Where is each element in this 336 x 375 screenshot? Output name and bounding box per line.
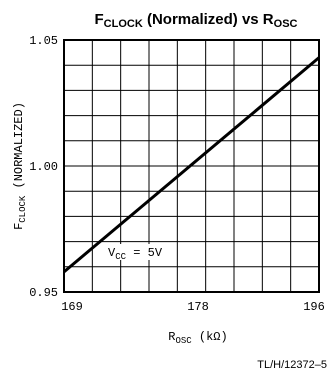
x-tick-label-mid: 178	[187, 300, 209, 314]
chart-title: FCLOCK (Normalized) vs ROSC	[95, 11, 298, 30]
x-axis-label: ROSC (kΩ)	[168, 330, 227, 346]
vcc-annotation: VCC = 5V	[108, 246, 163, 262]
annotation-background	[104, 244, 162, 260]
x-tick-label-left: 169	[61, 300, 83, 314]
y-tick-label-mid: 1.00	[29, 160, 58, 174]
y-axis-label: FCLOCK (NORMALIZED)	[12, 102, 28, 230]
figure-id: TL/H/12372–5	[257, 359, 327, 371]
y-tick-label-bottom: 0.95	[29, 286, 58, 300]
plot-frame	[63, 39, 320, 293]
x-tick-label-right: 196	[303, 300, 325, 314]
y-tick-label-top: 1.05	[29, 34, 58, 48]
series-line	[63, 56, 320, 273]
